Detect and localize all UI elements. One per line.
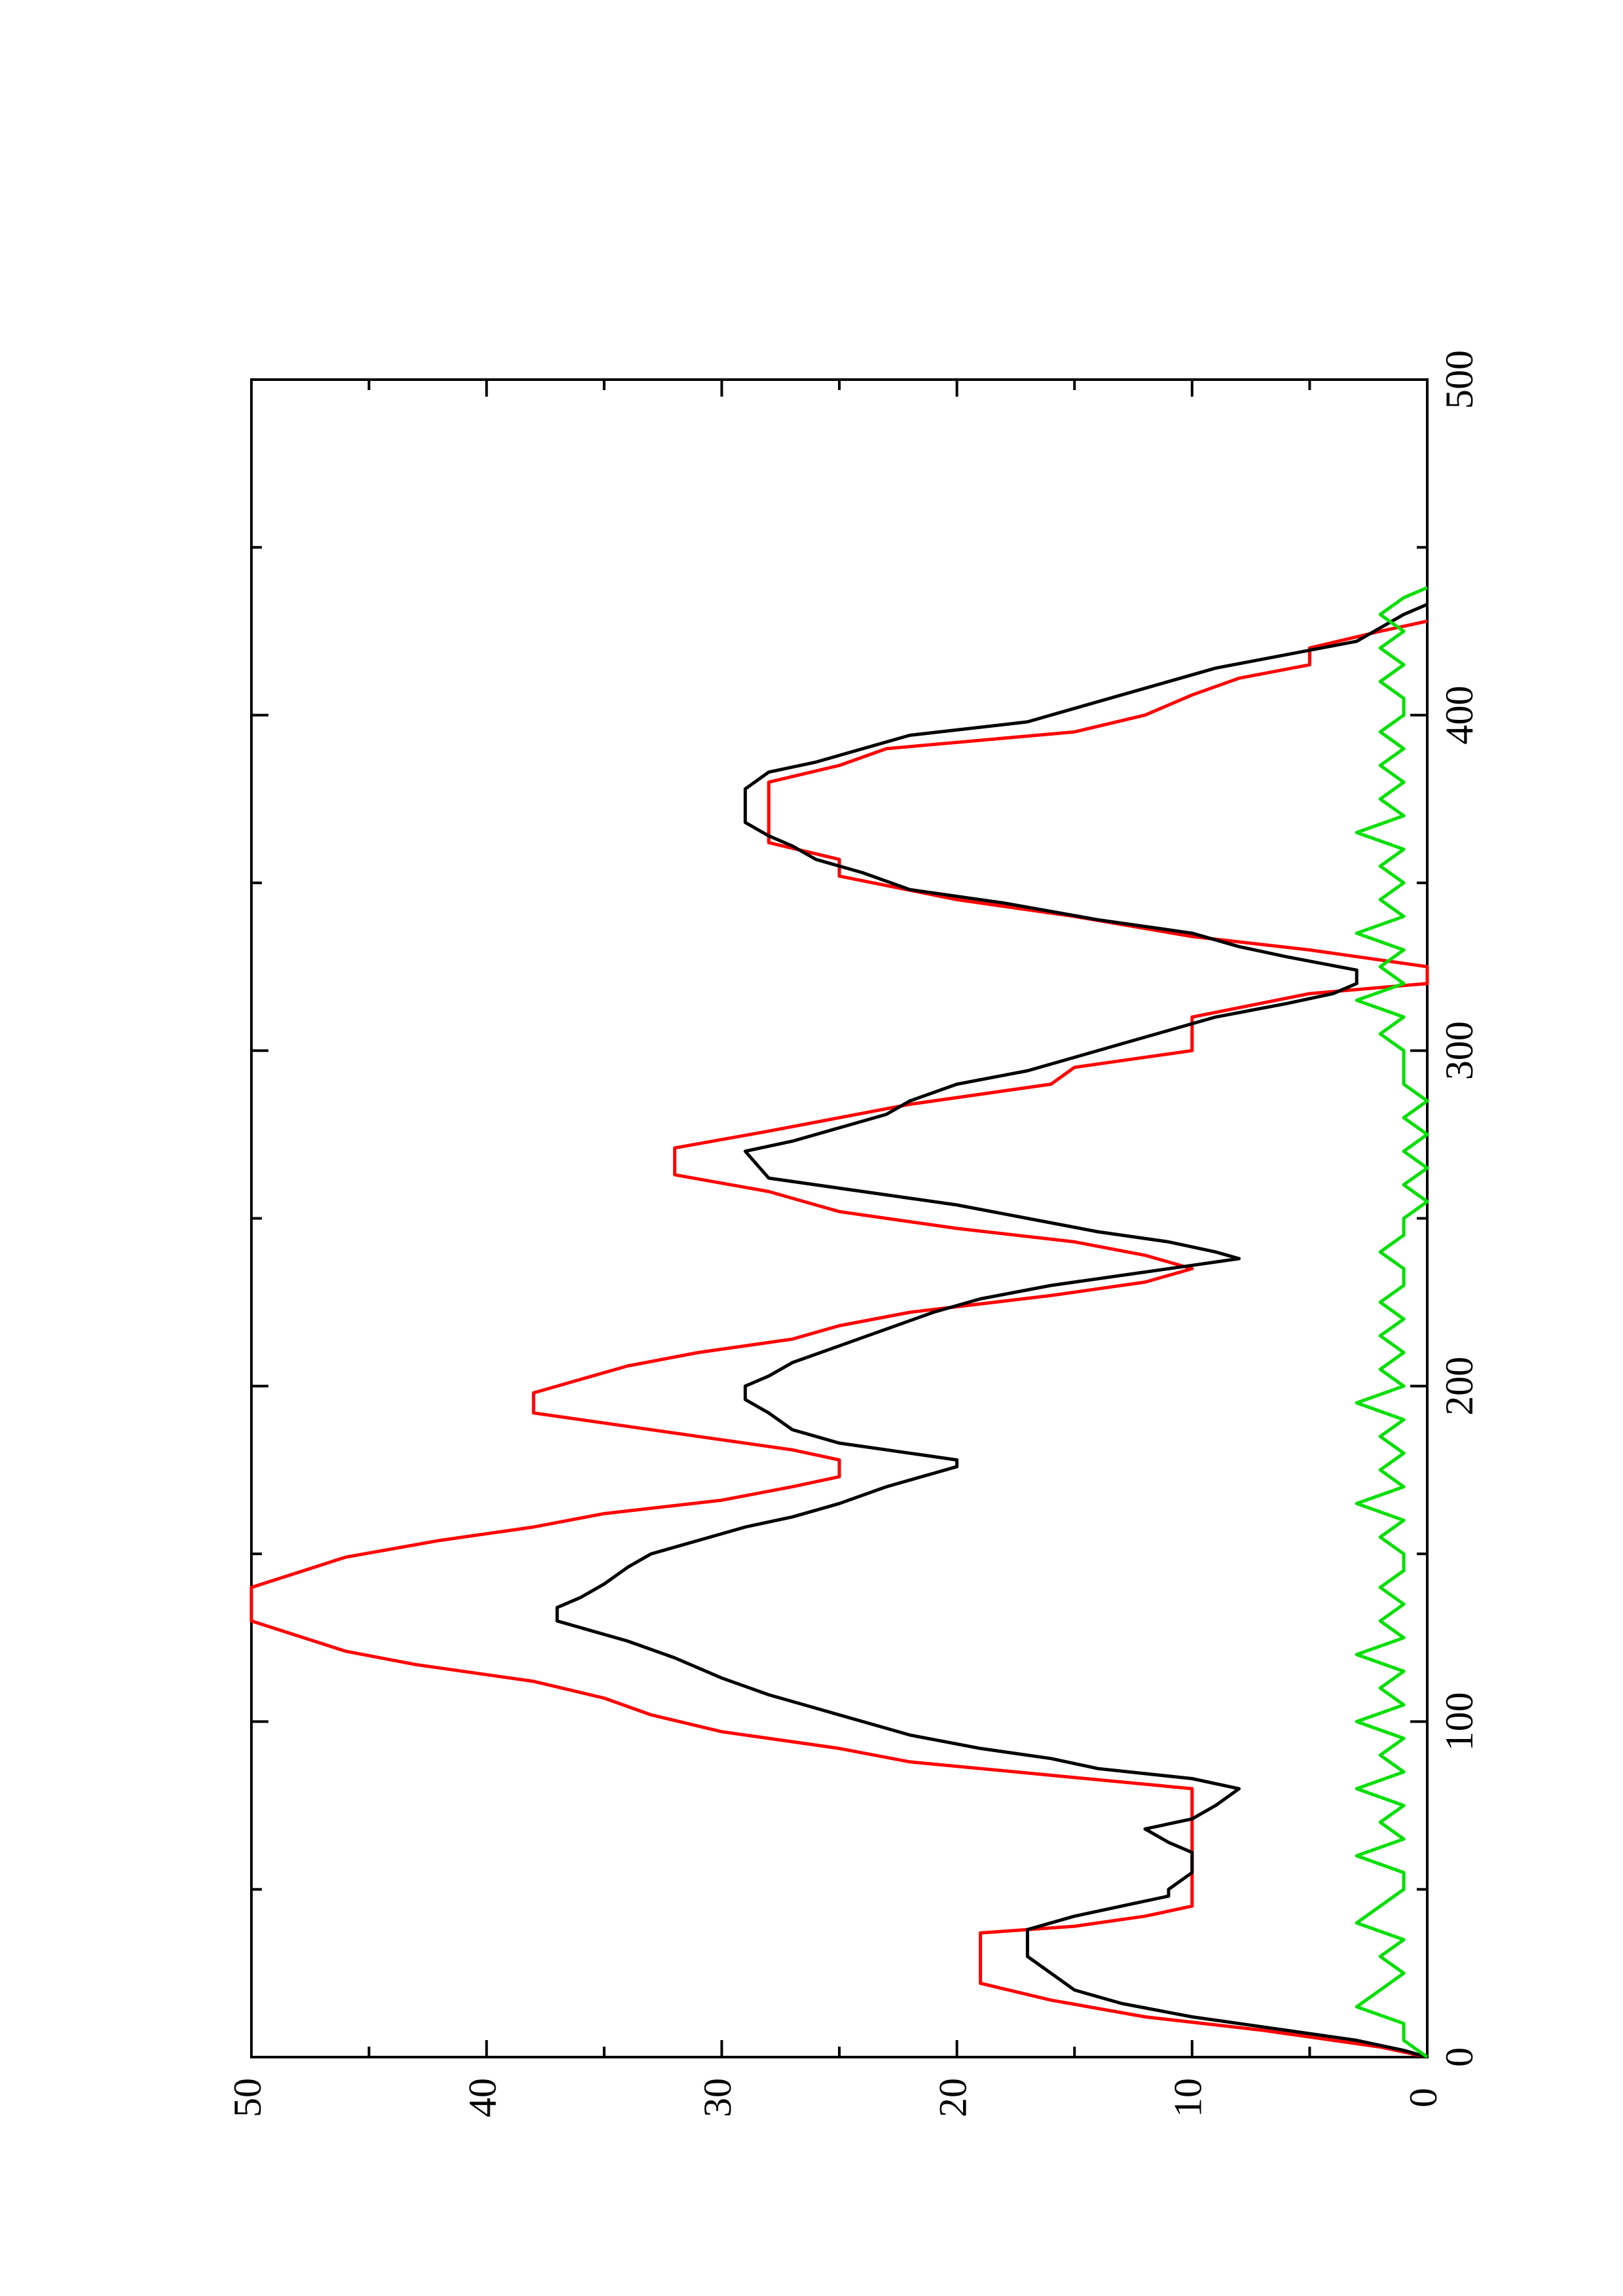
black-series-line xyxy=(555,603,1428,2059)
x-tick-label: 400 xyxy=(1438,686,1481,745)
x-tick-label: 300 xyxy=(1438,1021,1481,1080)
tick-labels: 0 100 200 300 400 500 0 10 20 30 40 50 xyxy=(226,350,1481,2117)
y-tick-label: 10 xyxy=(1167,2078,1210,2117)
plot-frame xyxy=(250,378,1429,2058)
y-tick-label: 30 xyxy=(696,2078,739,2117)
x-tick-label: 500 xyxy=(1438,350,1481,409)
green-series-line xyxy=(1355,586,1429,2059)
y-tick-label: 50 xyxy=(226,2078,269,2117)
x-tick-label: 100 xyxy=(1438,1692,1481,1751)
red-series-line xyxy=(249,619,1429,2059)
x-tick-label: 200 xyxy=(1438,1357,1481,1416)
axis-ticks xyxy=(250,378,1429,2058)
y-tick-label: 20 xyxy=(931,2078,974,2117)
series-layer xyxy=(249,586,1429,2059)
y-tick-label: 0 xyxy=(1402,2088,1445,2108)
y-tick-label: 40 xyxy=(461,2078,504,2117)
x-tick-label: 0 xyxy=(1438,2047,1481,2067)
